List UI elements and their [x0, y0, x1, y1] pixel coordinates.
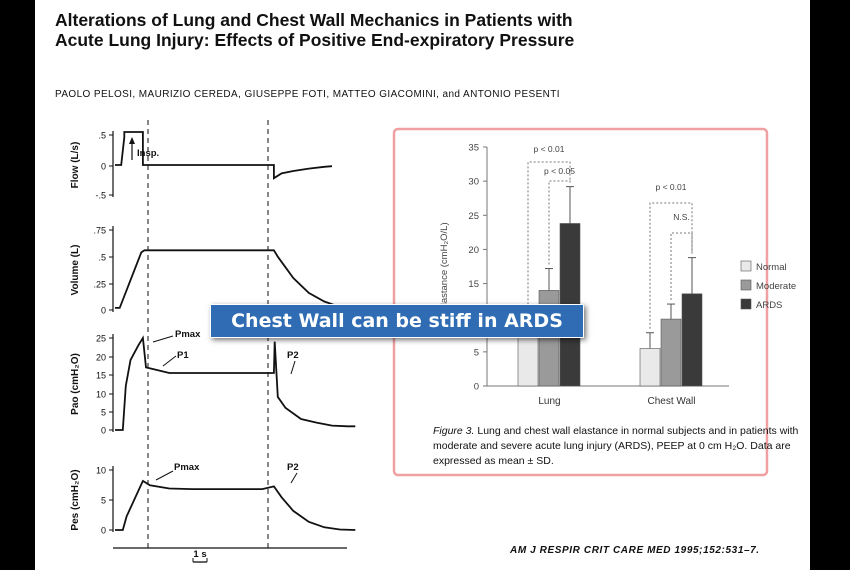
figure-caption-label: Figure 3.	[433, 425, 475, 437]
y-axis-label: Flow (L/s)	[70, 142, 81, 189]
y-axis-label: Pao (cmH₂O)	[70, 353, 81, 415]
figure-caption: Figure 3. Lung and chest wall elastance …	[433, 424, 808, 469]
waveform-panel: 25 20 15 10 5 0 Pao (cmH₂O) Pmax P1 P2	[70, 329, 356, 436]
bar	[681, 293, 703, 387]
y-tick-label: 25	[468, 211, 479, 222]
y-tick-label: .5	[98, 253, 106, 263]
legend-swatch	[740, 279, 752, 291]
paper-authors: PAOLO PELOSI, MAURIZIO CEREDA, GIUSEPPE …	[55, 89, 560, 100]
waveform-panel: .75 .5 .25 0 Volume (L)	[70, 226, 334, 316]
y-tick-label: 0	[474, 382, 479, 393]
waveform-line	[115, 131, 333, 180]
significance-label: N.S.	[673, 212, 690, 222]
y-tick-label: 0	[101, 162, 106, 172]
annotation-pointer	[162, 355, 177, 367]
legend-label: Normal	[756, 262, 787, 273]
y-tick-label: 5	[101, 408, 106, 418]
significance-label: p < 0.01	[534, 144, 565, 154]
waveform-annotation: P1	[177, 350, 189, 361]
y-tick-label: 20	[96, 353, 106, 363]
y-tick-label: 5	[474, 347, 479, 358]
legend-swatch	[740, 298, 752, 310]
y-tick-label: .25	[93, 280, 106, 290]
significance-bracket	[649, 202, 693, 329]
annotation-pointer	[290, 360, 296, 375]
y-tick-label: .75	[93, 226, 106, 236]
waveform-annotation: P2	[287, 350, 299, 361]
paper-page: Alterations of Lung and Chest Wall Mecha…	[35, 0, 810, 570]
y-tick-label: 15	[468, 279, 479, 290]
y-tick-label: 30	[468, 177, 479, 188]
y-tick-label: 0	[101, 306, 106, 316]
time-scale-label: 1 s	[193, 549, 206, 560]
waveform-annotation: Pmax	[175, 329, 201, 340]
waveform-annotation: Insp.	[137, 148, 159, 159]
annotation-pointer	[152, 335, 174, 343]
waveform-annotation: P2	[287, 462, 299, 473]
elastance-bar-chart: 35302520151050Elastance (cmH₂O/L)LungChe…	[392, 127, 796, 477]
bar	[660, 318, 682, 387]
y-tick-label: 20	[468, 245, 479, 256]
waveform-line	[115, 479, 356, 531]
figure-caption-text: Lung and chest wall elastance in normal …	[433, 425, 799, 467]
y-tick-label: 0	[101, 526, 106, 536]
y-tick-label: 10	[96, 390, 106, 400]
y-axis-label: Elastance (cmH₂O/L)	[439, 222, 450, 311]
significance-bracket	[548, 180, 571, 265]
waveform-panel: .5 0 -.5 Flow (L/s) Insp.	[70, 131, 333, 201]
insp-arrow-head	[129, 137, 135, 144]
waveform-panels: .5 0 -.5 Flow (L/s) Insp. .75 .5 .25 0 Volume (L)…	[70, 120, 356, 563]
y-tick-label: 0	[101, 426, 106, 436]
y-tick-label: -.5	[95, 191, 106, 201]
annotation-pointer	[155, 470, 174, 481]
y-tick-label: 5	[101, 496, 106, 506]
legend-label: ARDS	[756, 300, 782, 311]
waveform-annotation: Pmax	[174, 462, 200, 473]
legend-label: Moderate	[756, 281, 796, 292]
journal-citation: AM J RESPIR CRIT CARE MED 1995;152:531–7…	[510, 545, 760, 556]
bar	[639, 348, 661, 387]
y-axis-label: Pes (cmH₂O)	[70, 469, 81, 530]
y-tick-label: 15	[96, 371, 106, 381]
annotation-pointer	[290, 472, 298, 484]
y-axis-label: Volume (L)	[70, 245, 81, 296]
y-tick-label: 10	[96, 466, 106, 476]
waveform-line	[115, 335, 356, 431]
highlight-banner: Chest Wall can be stiff in ARDS	[210, 304, 584, 338]
category-label: Lung	[538, 396, 560, 407]
significance-label: p < 0.05	[544, 166, 575, 176]
y-tick-label: 25	[96, 334, 106, 344]
y-tick-label: .5	[98, 131, 106, 141]
significance-bracket	[670, 232, 693, 301]
category-label: Chest Wall	[648, 396, 696, 407]
significance-label: p < 0.01	[656, 182, 687, 192]
waveform-panel: 10 5 0 Pes (cmH₂O) Pmax P2	[70, 462, 356, 536]
legend-swatch	[740, 260, 752, 272]
paper-title: Alterations of Lung and Chest Wall Mecha…	[55, 10, 575, 50]
y-tick-label: 35	[468, 143, 479, 154]
waveform-line	[115, 249, 334, 309]
